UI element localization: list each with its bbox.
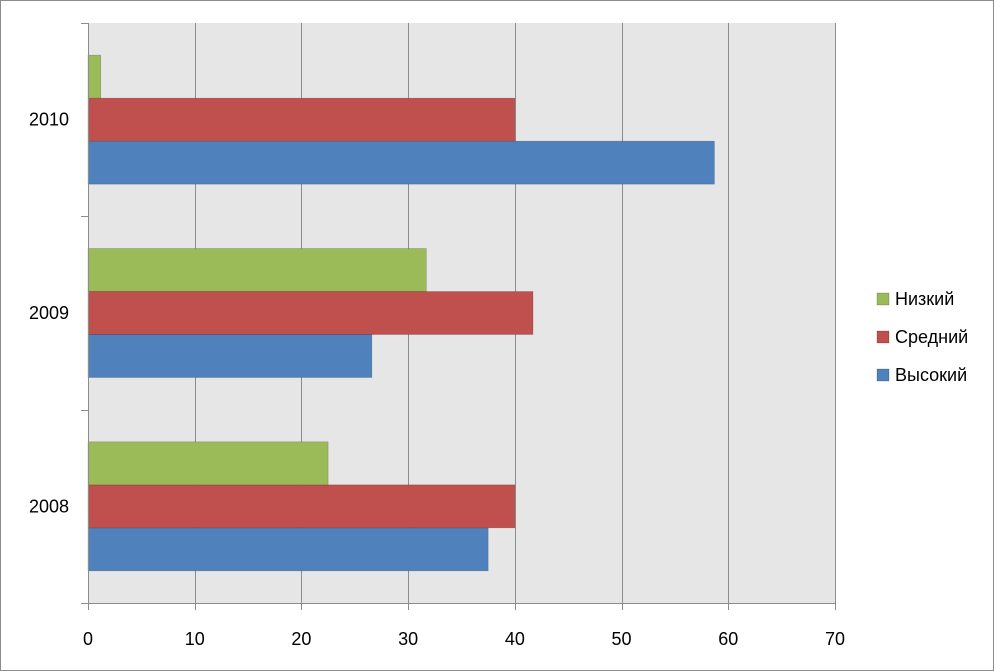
bars xyxy=(87,54,715,572)
y-tick-label-2010: 2010 xyxy=(29,110,69,130)
x-tick-label-50: 50 xyxy=(612,629,632,649)
x-tick-label-10: 10 xyxy=(185,629,205,649)
bar-2010-2 xyxy=(87,97,516,142)
bar-2009-3 xyxy=(87,248,427,292)
x-tick-label-40: 40 xyxy=(505,629,525,649)
bar-2010-3 xyxy=(87,54,102,99)
x-tick-label-0: 0 xyxy=(83,629,93,649)
bar-2008-1 xyxy=(87,527,489,572)
bar-2008-3 xyxy=(87,441,329,486)
bar-2008-2 xyxy=(87,484,516,529)
axes xyxy=(81,23,836,610)
legend-label-1: Низкий xyxy=(895,289,954,309)
legend-item-3: Высокий xyxy=(876,365,967,385)
x-tick-label-20: 20 xyxy=(291,629,311,649)
x-tick-label-30: 30 xyxy=(398,629,418,649)
legend-label-2: Средний xyxy=(895,327,968,347)
bar-2009-1 xyxy=(87,334,373,378)
x-tick-label-60: 60 xyxy=(718,629,738,649)
bar-2010-1 xyxy=(87,140,715,185)
legend: Низкий Средний Высокий xyxy=(876,289,968,385)
y-tick-labels: 2008 2009 2010 xyxy=(29,110,69,517)
legend-item-1: Низкий xyxy=(876,289,954,309)
legend-item-2: Средний xyxy=(876,327,968,347)
y-tick-label-2008: 2008 xyxy=(29,496,69,516)
legend-swatch-2 xyxy=(876,330,890,344)
x-tick-label-70: 70 xyxy=(825,629,845,649)
legend-swatch-3 xyxy=(876,368,890,382)
legend-swatch-1 xyxy=(876,292,890,306)
x-tick-labels: 0 10 20 30 40 50 60 70 xyxy=(83,629,845,649)
legend-label-3: Высокий xyxy=(895,365,967,385)
y-tick-label-2009: 2009 xyxy=(29,303,69,323)
bar-2009-2 xyxy=(87,291,534,335)
